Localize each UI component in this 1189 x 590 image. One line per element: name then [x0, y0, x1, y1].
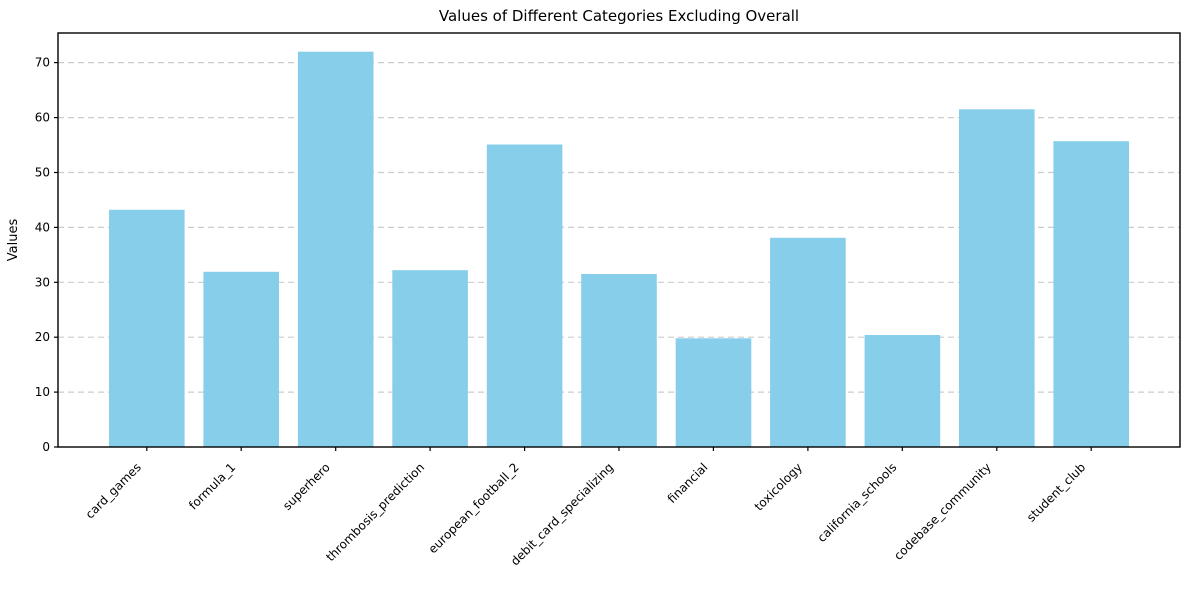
bar-codebase_community	[959, 109, 1035, 448]
x-tick-label-toxicology: toxicology	[752, 460, 805, 513]
y-tick-label: 10	[35, 385, 50, 399]
x-tick-label-formula_1: formula_1	[186, 460, 238, 512]
y-tick-label: 40	[35, 220, 50, 234]
y-tick-label: 30	[35, 275, 50, 289]
x-tick-label-card_games: card_games	[83, 460, 144, 521]
bar-debit_card_specializing	[581, 274, 657, 447]
x-tick-label-financial: financial	[665, 460, 711, 506]
bar-european_football_2	[486, 144, 563, 447]
y-tick-label: 20	[35, 330, 50, 344]
bar-toxicology	[770, 237, 846, 447]
y-tick-label: 60	[35, 111, 50, 125]
bars-layer	[109, 51, 1129, 448]
x-tick-label-superhero: superhero	[280, 460, 333, 513]
x-tick-label-european_football_2: european_football_2	[426, 460, 522, 556]
x-tick-label-student_club: student_club	[1024, 460, 1088, 524]
x-axis-ticks: card_games formula_1 superherothrombosis_p…	[83, 447, 1092, 568]
y-tick-label: 0	[42, 440, 50, 454]
y-tick-label: 70	[35, 56, 50, 70]
bar-california_schools	[864, 335, 941, 447]
y-tick-label: 50	[35, 166, 50, 180]
y-axis-label: Values	[6, 219, 21, 262]
bar-student_club	[1053, 141, 1129, 447]
bar-financial	[675, 338, 752, 447]
x-tick-label-thrombosis_prediction: thrombosis_prediction	[323, 460, 427, 564]
bar-card_games	[109, 209, 185, 447]
x-tick-label-california_schools: california_schools	[815, 460, 900, 545]
y-axis-ticks: 0 10 20 30 40 50 60 70	[35, 56, 58, 454]
x-tick-label-codebase_community: codebase_community	[891, 460, 994, 563]
bar-thrombosis_prediction	[392, 270, 468, 447]
chart-title: Values of Different Categories Excluding…	[439, 7, 799, 25]
bar-formula_1	[203, 271, 279, 447]
x-tick-label-debit_card_specializing: debit_card_specializing	[508, 460, 616, 568]
bar-superhero	[297, 51, 374, 447]
